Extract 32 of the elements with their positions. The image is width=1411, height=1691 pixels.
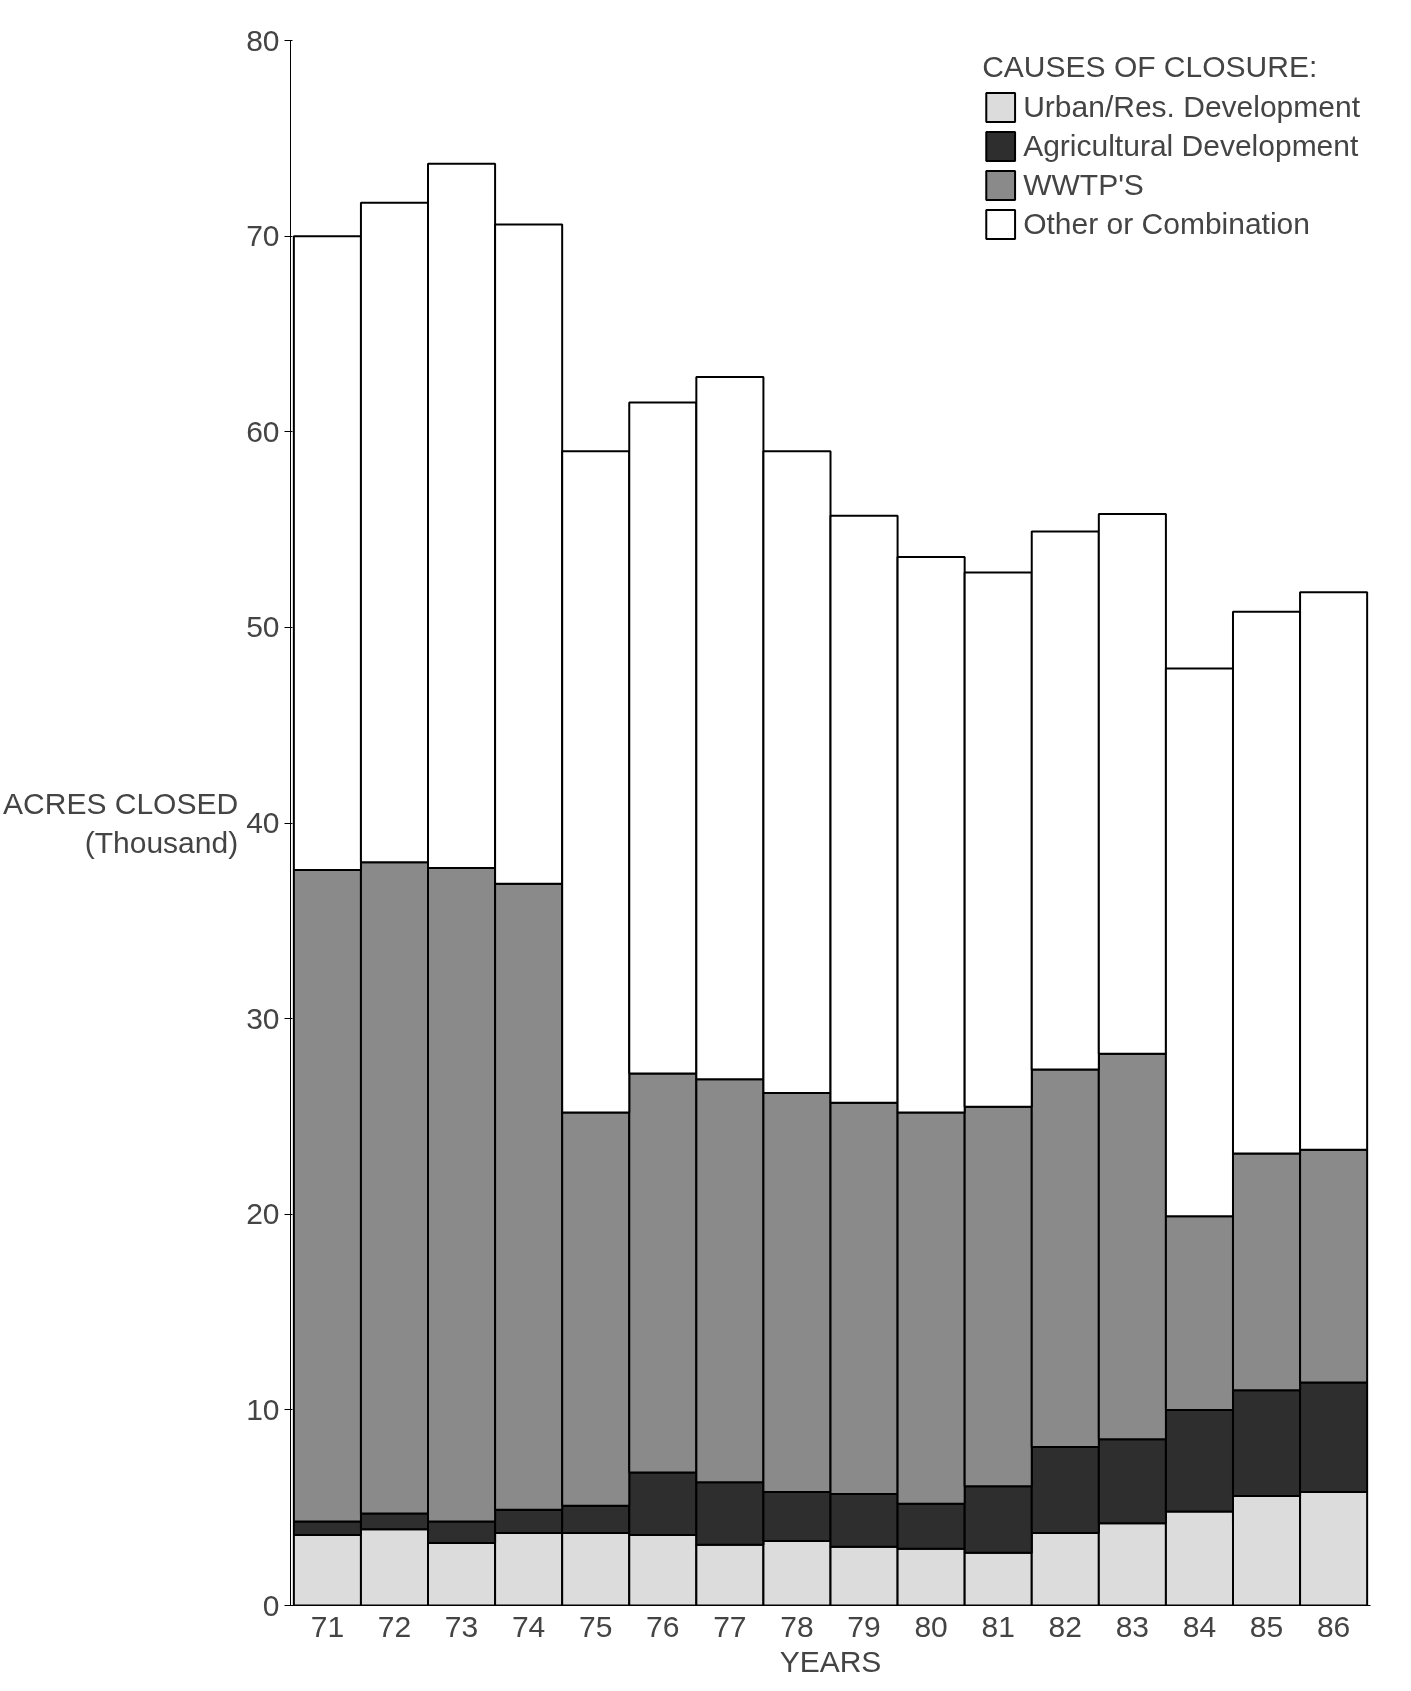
y-tick-label: 50 — [246, 610, 280, 644]
y-axis-title: ACRES CLOSED (Thousand) — [3, 786, 239, 860]
x-axis-title: YEARS — [779, 1644, 882, 1678]
x-tick-label: 73 — [444, 1609, 479, 1643]
x-tick-label: 86 — [1316, 1609, 1351, 1643]
legend-label: Agricultural Development — [1023, 129, 1359, 163]
x-tick-label: 71 — [310, 1609, 345, 1643]
x-tick-label: 78 — [780, 1609, 814, 1643]
y-tick-label: 10 — [246, 1392, 280, 1426]
legend-title: CAUSES OF CLOSURE: — [982, 50, 1319, 84]
y-tick-label: 30 — [246, 1001, 280, 1035]
x-tick-label: 76 — [646, 1609, 680, 1643]
x-tick-label: 84 — [1182, 1609, 1217, 1643]
x-tick-label: 85 — [1249, 1609, 1284, 1643]
y-tick-label: 60 — [246, 414, 280, 448]
x-tick-label: 79 — [847, 1609, 881, 1643]
y-tick-label: 40 — [246, 806, 280, 839]
y-tick-label: 70 — [246, 219, 280, 253]
legend-label: WWTP'S — [1023, 168, 1144, 202]
x-tick-label: 81 — [981, 1609, 1015, 1643]
y-tick-label: 80 — [246, 23, 280, 57]
x-tick-label: 75 — [579, 1609, 613, 1643]
x-tick-label: 80 — [914, 1609, 948, 1643]
y-tick-label: 0 — [262, 1588, 280, 1622]
legend-label: Urban/Res. Development — [1023, 90, 1360, 124]
x-tick-label: 83 — [1115, 1609, 1150, 1643]
x-tick-label: 77 — [713, 1609, 747, 1643]
legend-label: Other or Combination — [1023, 207, 1310, 241]
y-tick-label: 20 — [246, 1197, 280, 1231]
x-tick-label: 72 — [377, 1609, 412, 1643]
x-tick-label: 82 — [1048, 1609, 1082, 1643]
x-tick-label: 74 — [511, 1609, 546, 1643]
